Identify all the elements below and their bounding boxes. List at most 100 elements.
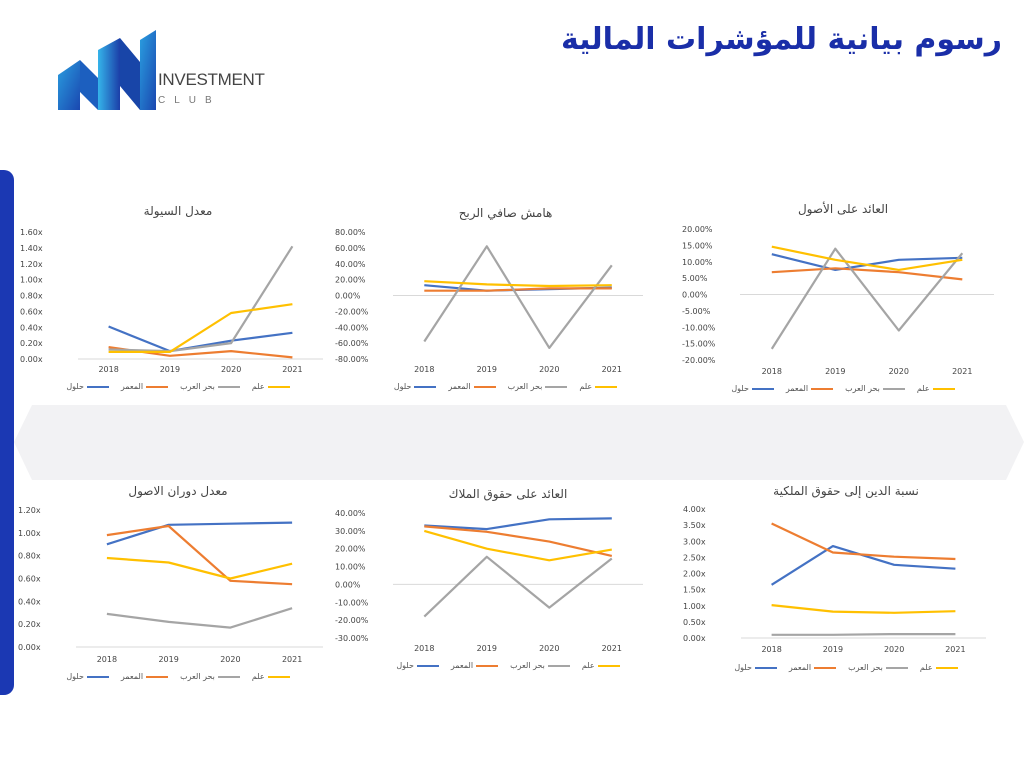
y-tick-label: 1.20x [18, 506, 41, 515]
legend-label: المعمر [785, 384, 809, 393]
y-tick-label: 1.60x [20, 228, 43, 237]
legend-label: المعمر [450, 661, 474, 670]
y-tick-label: 0.40x [18, 597, 41, 606]
legend-item: بحر العرب [180, 672, 240, 681]
legend-label: علم [919, 663, 933, 672]
x-tick-label: 2018 [761, 645, 781, 654]
series-line [106, 607, 293, 629]
chart-plot: 20.00% 15.00% 10.00% 5.00% 0.00% -5.00% -10.00… [682, 225, 994, 376]
legend-swatch [932, 387, 955, 390]
y-tick-label: -15.00% [682, 340, 716, 349]
legend-item: علم [920, 663, 958, 672]
y-tick-label: 15.00% [682, 241, 713, 250]
legend-swatch [814, 666, 837, 669]
legend-label: بحر العرب [507, 382, 543, 391]
y-tick-label: 2.00x [683, 570, 706, 579]
legend-label: حلول [66, 672, 84, 681]
liquidity-ratio-chart: معدل السيولة 1.60x 1.40x 1.20x 1.00x 0.80x 0.6… [18, 200, 338, 400]
x-tick-label: 2018 [762, 367, 782, 376]
legend-label: بحر العرب [180, 382, 215, 391]
series-line [423, 529, 612, 562]
legend-label: حلول [396, 661, 414, 670]
series-line [771, 253, 963, 272]
x-tick-label: 2019 [477, 365, 497, 374]
series-line [106, 556, 293, 580]
x-tick-label: 2020 [220, 655, 240, 664]
series-line [108, 325, 293, 353]
x-tick-label: 2020 [889, 367, 909, 376]
series-line [771, 245, 963, 272]
x-tick-label: 2021 [602, 365, 622, 374]
accent-bar [0, 170, 14, 695]
series-line [424, 280, 612, 288]
logo-text: INVESTMENT [158, 70, 265, 89]
legend-item: بحر العرب [845, 384, 905, 393]
y-tick-label: 0.40x [20, 323, 43, 332]
legend-swatch [414, 385, 437, 388]
legend-swatch [597, 664, 620, 667]
legend-swatch [754, 666, 777, 669]
chart-legend: حلول المعمر بحر العرب علم [18, 672, 338, 681]
chart-plot: 40.00% 30.00% 20.00% 10.00% 0.00% -10.00% -20.… [335, 509, 643, 653]
y-tick-label: 5.00% [682, 274, 708, 283]
y-tick-label: 0.00x [683, 634, 706, 643]
series-line [424, 517, 612, 531]
x-tick-label: 2019 [825, 367, 845, 376]
y-tick-label: 1.40x [20, 244, 43, 253]
y-tick-label: 20.00% [335, 545, 366, 554]
legend-item: بحر العرب [180, 382, 240, 391]
y-tick-label: -10.00% [682, 323, 716, 332]
legend-swatch [595, 385, 618, 388]
legend-label: علم [916, 384, 930, 393]
series-line [423, 245, 613, 349]
y-tick-label: -40.00% [335, 323, 369, 332]
y-tick-label: -60.00% [335, 339, 369, 348]
legend-swatch [547, 664, 570, 667]
y-tick-label: 20.00% [335, 276, 366, 285]
series-line [771, 522, 956, 561]
legend-swatch [146, 385, 169, 388]
legend-label: المعمر [120, 672, 144, 681]
x-tick-label: 2020 [221, 365, 241, 374]
x-tick-label: 2019 [823, 645, 843, 654]
y-tick-label: 1.00x [18, 529, 41, 538]
legend-item: علم [917, 384, 955, 393]
legend-swatch [882, 387, 905, 390]
legend-swatch [545, 385, 568, 388]
chart-title: معدل دوران الاصول [128, 484, 228, 498]
y-tick-label: -30.00% [335, 634, 369, 643]
chart-plot: 80.00% 60.00% 40.00% 20.00% 0.00% -20.00% -40.… [335, 228, 643, 374]
y-tick-label: 0.00% [335, 580, 361, 589]
legend-swatch [217, 385, 240, 388]
legend-item: المعمر [448, 382, 496, 391]
series-line [423, 555, 613, 618]
y-tick-label: 3.50x [683, 521, 706, 530]
x-tick-label: 2018 [414, 365, 434, 374]
legend-label: علم [251, 672, 265, 681]
y-tick-label: 20.00% [682, 225, 713, 234]
legend-label: بحر العرب [180, 672, 215, 681]
series-line [771, 604, 956, 614]
legend-item: حلول [66, 382, 109, 391]
y-tick-label: 0.80x [18, 552, 41, 561]
y-tick-label: 1.00x [20, 276, 43, 285]
series-line [771, 544, 956, 586]
series-line [771, 267, 963, 281]
chart-legend: حلول المعمر بحر العرب علم [681, 663, 1011, 672]
x-tick-label: 2020 [884, 645, 904, 654]
legend-swatch [86, 385, 109, 388]
x-tick-label: 2021 [945, 645, 965, 654]
y-tick-label: 0.00x [18, 643, 41, 652]
legend-swatch [751, 387, 774, 390]
y-tick-label: 40.00% [335, 260, 366, 269]
y-tick-label: 40.00% [335, 509, 366, 518]
legend-swatch [416, 664, 439, 667]
x-tick-label: 2019 [477, 644, 497, 653]
series-line [106, 524, 293, 586]
x-tick-label: 2021 [602, 644, 622, 653]
y-tick-label: 0.20x [18, 620, 41, 629]
legend-swatch [217, 675, 240, 678]
legend-item: المعمر [120, 672, 169, 681]
x-tick-label: 2021 [282, 365, 302, 374]
legend-label: بحر العرب [845, 384, 880, 393]
